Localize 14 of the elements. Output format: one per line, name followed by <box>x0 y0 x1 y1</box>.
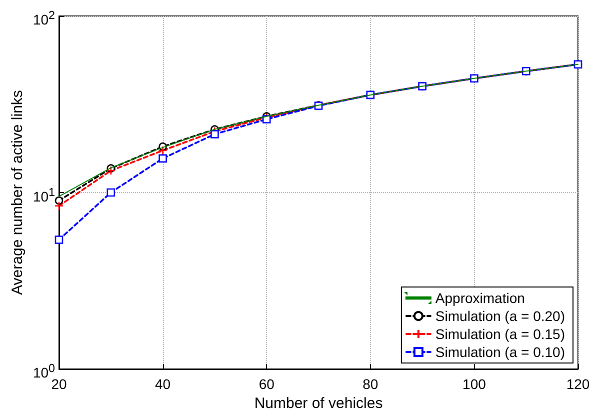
x-tick-label: 60 <box>258 376 275 392</box>
legend-label: Simulation (a = 0.15) <box>435 326 566 342</box>
x-tick-label: 80 <box>362 376 378 392</box>
x-tick-label: 40 <box>155 376 171 392</box>
legend-label: Simulation (a = 0.20) <box>435 308 566 324</box>
legend-label: Simulation (a = 0.10) <box>435 344 566 360</box>
x-axis-title: Number of vehicles <box>254 394 383 412</box>
y-axis-title: Average number of active links <box>9 90 26 295</box>
y-tick-label: 10$^{2}$ <box>32 8 55 29</box>
legend-label: Approximation <box>435 290 525 306</box>
x-tick-label: 100 <box>462 376 486 392</box>
x-tick-label: 20 <box>51 376 67 392</box>
y-tick-label: 10$^{1}$ <box>32 184 55 206</box>
x-tick-label: 120 <box>566 376 590 392</box>
